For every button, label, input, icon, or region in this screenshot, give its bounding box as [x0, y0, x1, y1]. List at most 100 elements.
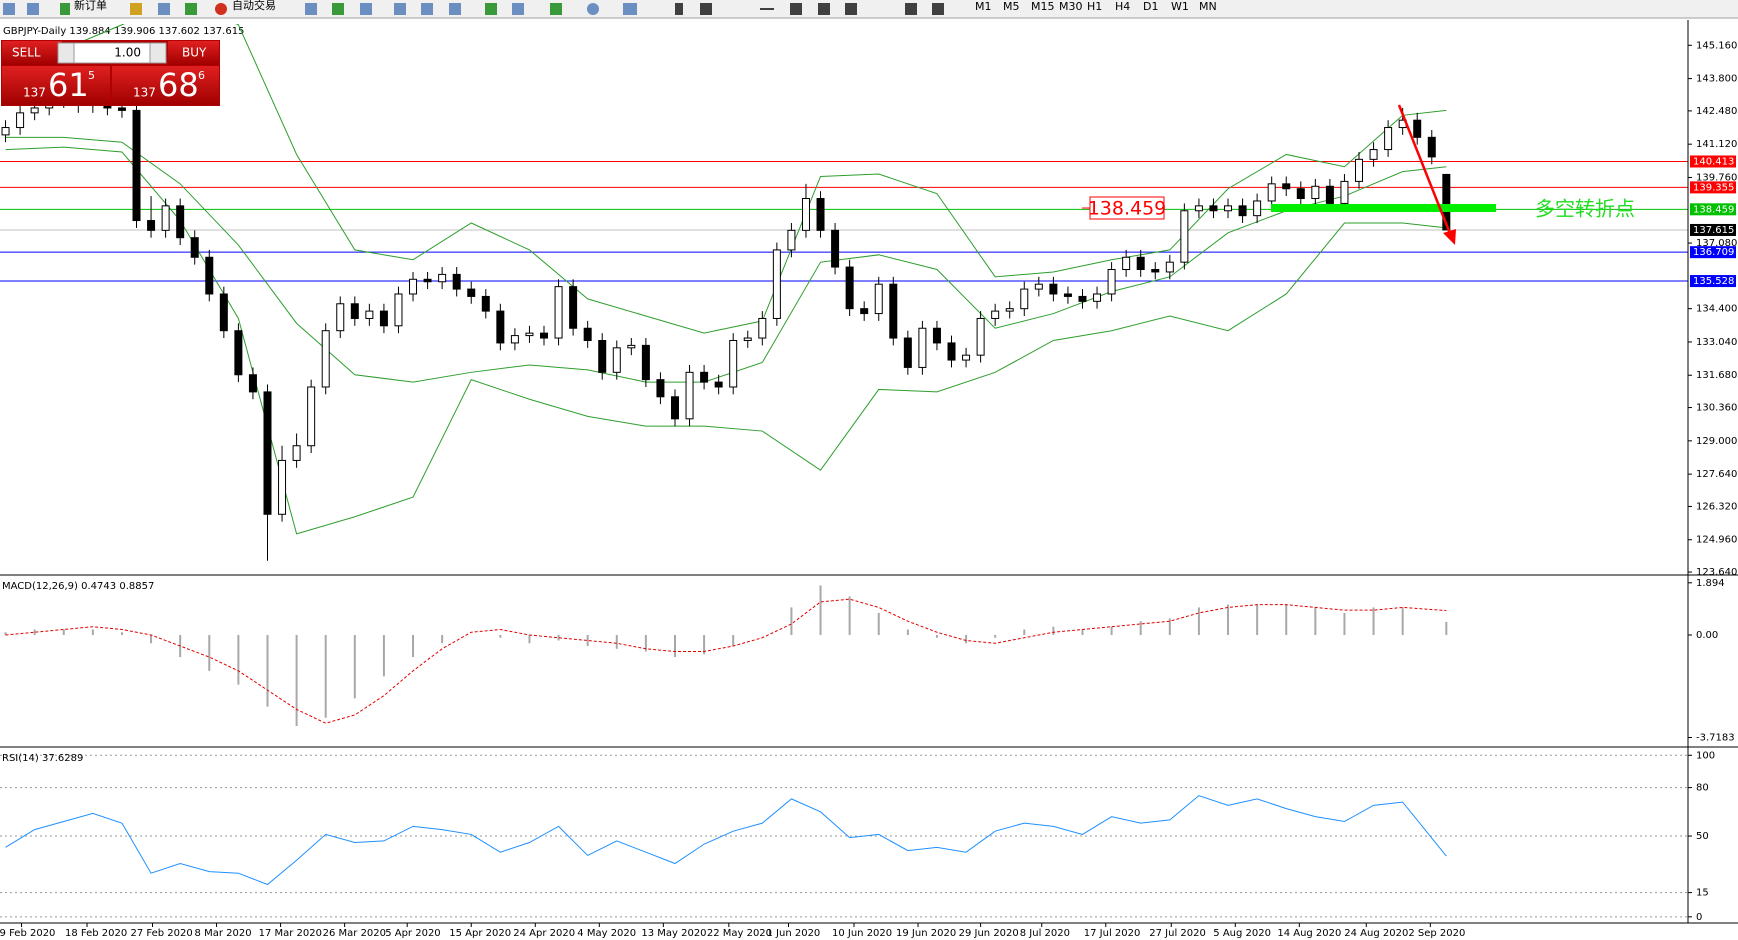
y-tick-label: 124.960 — [1696, 535, 1737, 546]
buy-button[interactable] — [168, 41, 219, 65]
icon[interactable] — [760, 8, 774, 10]
sell-button[interactable] — [2, 41, 62, 65]
candle-body — [1005, 308, 1014, 312]
toolbar — [0, 0, 1738, 18]
y-tick-label: 131.680 — [1696, 370, 1737, 381]
icon[interactable] — [623, 3, 637, 15]
candle-body — [612, 347, 621, 373]
x-tick-label: 4 May 2020 — [577, 928, 636, 939]
candle-body — [248, 374, 257, 393]
icon[interactable] — [512, 3, 524, 15]
icon[interactable] — [360, 3, 372, 15]
icon[interactable] — [421, 3, 433, 15]
toolbar-button[interactable]: 新订单 — [74, 0, 107, 12]
timeframe-button[interactable]: H4 — [1115, 0, 1130, 13]
icon[interactable] — [675, 3, 683, 15]
candle-body — [481, 295, 490, 312]
icon[interactable] — [158, 3, 170, 15]
candle-body — [598, 339, 607, 373]
lots-down[interactable] — [57, 42, 75, 64]
current-price-bg — [1690, 223, 1736, 236]
level-label-bg — [1690, 155, 1736, 168]
buy-price-main: 68 — [158, 66, 199, 104]
x-tick-label: 27 Jul 2020 — [1149, 928, 1206, 939]
icon[interactable] — [3, 3, 15, 15]
level-label: 135.528 — [1693, 276, 1734, 287]
candle-body — [816, 198, 825, 231]
y-tick-label: 123.640 — [1696, 567, 1737, 578]
candle-body — [30, 107, 39, 114]
timeframe-button[interactable]: M15 — [1031, 0, 1055, 13]
timeframe-button[interactable]: M1 — [975, 0, 992, 13]
candle-body — [627, 344, 636, 349]
annotations: 138.459 多空转折点 — [1082, 104, 1635, 245]
turning-bar — [1271, 204, 1496, 212]
sell-price-main: 61 — [48, 66, 89, 104]
icon[interactable] — [305, 3, 317, 15]
lots-value[interactable]: 1.00 — [114, 46, 141, 60]
candle-body — [1442, 173, 1451, 231]
level-label: 136.709 — [1693, 247, 1734, 258]
macd-title: MACD(12,26,9) — [2, 581, 78, 592]
icon[interactable] — [905, 3, 917, 15]
icon[interactable] — [130, 3, 142, 15]
macd-header: MACD(12,26,9) 0.4743 0.8857 — [2, 581, 154, 592]
icon[interactable] — [27, 3, 39, 15]
candle-body — [1078, 295, 1087, 302]
icon[interactable] — [185, 3, 197, 15]
candle-body — [132, 109, 141, 222]
candle-body — [1034, 283, 1043, 290]
x-tick-label: 8 Mar 2020 — [195, 928, 252, 939]
level-label: 139.355 — [1693, 182, 1734, 193]
icon[interactable] — [587, 3, 599, 15]
lots-up[interactable] — [149, 42, 167, 64]
icon[interactable] — [932, 3, 944, 15]
timeframe-button[interactable]: M5 — [1003, 0, 1020, 13]
icon[interactable] — [550, 3, 562, 15]
icon[interactable] — [60, 3, 70, 15]
candle-body — [1093, 293, 1102, 302]
turning-point-label: 多空转折点 — [1535, 197, 1635, 221]
candle-body — [1194, 205, 1203, 212]
buy-label[interactable]: BUY — [182, 46, 207, 60]
timeframe-button[interactable]: D1 — [1143, 0, 1158, 13]
candle-body — [1311, 185, 1320, 200]
timeframe-button[interactable]: H1 — [1087, 0, 1102, 13]
y-tick-label: 137.080 — [1696, 238, 1737, 249]
icon[interactable] — [394, 3, 406, 15]
timeframe-button[interactable]: M30 — [1059, 0, 1083, 13]
candle-body — [467, 288, 476, 297]
sell-price-point: 5 — [88, 69, 95, 82]
icon[interactable] — [215, 3, 227, 15]
x-tick-label: 17 Mar 2020 — [259, 928, 322, 939]
sell-label[interactable]: SELL — [12, 46, 41, 60]
x-tick-label: 13 May 2020 — [641, 928, 706, 939]
candle-body — [874, 283, 883, 315]
candle-body — [845, 266, 854, 310]
y-tick-label: 142.480 — [1696, 106, 1737, 117]
icon[interactable] — [449, 3, 461, 15]
candle-body — [991, 310, 1000, 319]
candle-body — [1384, 127, 1393, 151]
icon[interactable] — [332, 3, 344, 15]
level-label-bg — [1690, 275, 1736, 288]
macd-signal — [5, 598, 1447, 724]
x-tick-label: 8 Jul 2020 — [1020, 928, 1070, 939]
candle-body — [219, 293, 228, 332]
timeframe-button[interactable]: W1 — [1171, 0, 1189, 13]
sell-price-box[interactable] — [2, 66, 110, 105]
buy-price-box[interactable] — [112, 66, 219, 105]
candle-body — [278, 459, 287, 515]
candle-body — [1238, 205, 1247, 217]
icon[interactable] — [790, 3, 802, 15]
level-label-bg — [1690, 246, 1736, 259]
icon[interactable] — [485, 3, 497, 15]
candle-body — [860, 308, 869, 315]
icon[interactable] — [700, 3, 712, 15]
toolbar-button[interactable]: 自动交易 — [232, 0, 276, 12]
candle-body — [758, 317, 767, 339]
icon[interactable] — [845, 3, 857, 15]
timeframe-button[interactable]: MN — [1199, 0, 1217, 13]
icon[interactable] — [818, 3, 830, 15]
candle-body — [452, 273, 461, 290]
